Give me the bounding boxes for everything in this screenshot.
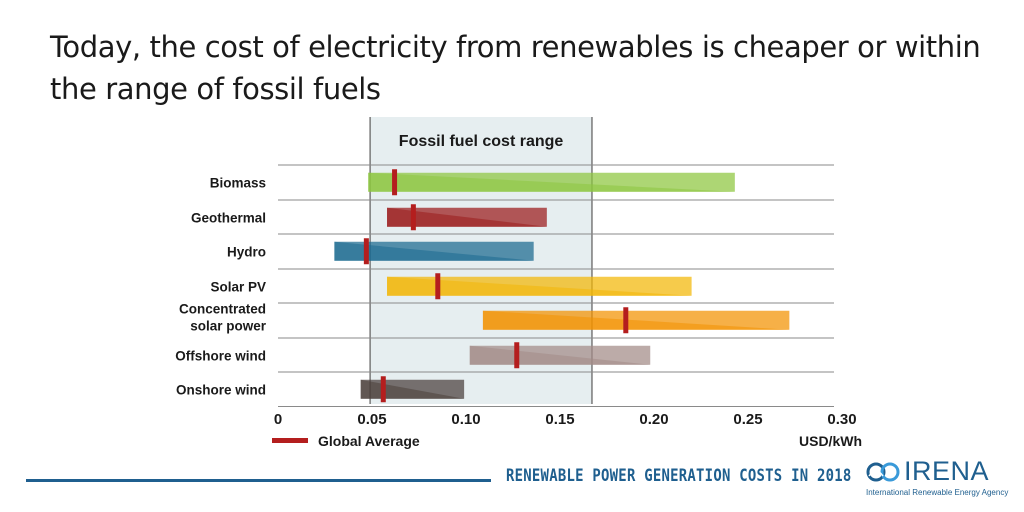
fossil-fuel-range-label: Fossil fuel cost range <box>399 133 564 150</box>
category-label: Concentrated <box>179 301 266 316</box>
global-average-marker <box>514 342 520 369</box>
report-title: RENEWABLE POWER GENERATION COSTS IN 2018 <box>506 466 852 486</box>
global-average-marker <box>435 273 441 300</box>
x-tick-label: 0.15 <box>545 411 574 428</box>
x-tick-label: 0.10 <box>451 411 480 428</box>
category-label: Offshore wind <box>175 348 266 363</box>
cost-range-bar-shade <box>360 379 465 399</box>
cost-range-bar-shade <box>368 172 735 192</box>
category-label: Biomass <box>210 175 266 190</box>
cost-range-bar-shade <box>387 207 547 227</box>
irena-logo-icon <box>866 462 900 482</box>
legend-swatch <box>272 438 308 443</box>
cost-range-bar-shade <box>482 310 790 330</box>
title-line-2: the range of fossil fuels <box>50 72 381 106</box>
x-tick-label: 0.30 <box>827 411 856 428</box>
x-tick-label: 0.05 <box>357 411 386 428</box>
x-tick-label: 0.25 <box>733 411 762 428</box>
x-tick-label: 0 <box>274 411 282 428</box>
x-axis-label: USD/kWh <box>799 433 862 449</box>
cost-range-bar-shade <box>334 241 534 261</box>
global-average-marker <box>380 376 386 403</box>
category-label: Onshore wind <box>176 382 266 397</box>
global-average-marker <box>363 238 369 265</box>
global-average-marker <box>623 307 629 334</box>
category-label: Solar PV <box>210 279 266 294</box>
title-line-1: Today, the cost of electricity from rene… <box>50 30 981 64</box>
cost-range-bar-shade <box>387 276 692 296</box>
page-title: Today, the cost of electricity from rene… <box>50 26 1010 110</box>
logo-tagline: International Renewable Energy Agency <box>866 488 1009 497</box>
footer-rule <box>26 479 491 482</box>
global-average-marker <box>410 204 416 231</box>
category-label: Geothermal <box>191 210 266 225</box>
global-average-marker <box>392 169 398 196</box>
category-label: solar power <box>190 318 267 333</box>
x-tick-label: 0.20 <box>639 411 668 428</box>
legend-label: Global Average <box>318 433 420 449</box>
category-label: Hydro <box>227 244 266 259</box>
logo-name: IRENA <box>904 456 990 486</box>
